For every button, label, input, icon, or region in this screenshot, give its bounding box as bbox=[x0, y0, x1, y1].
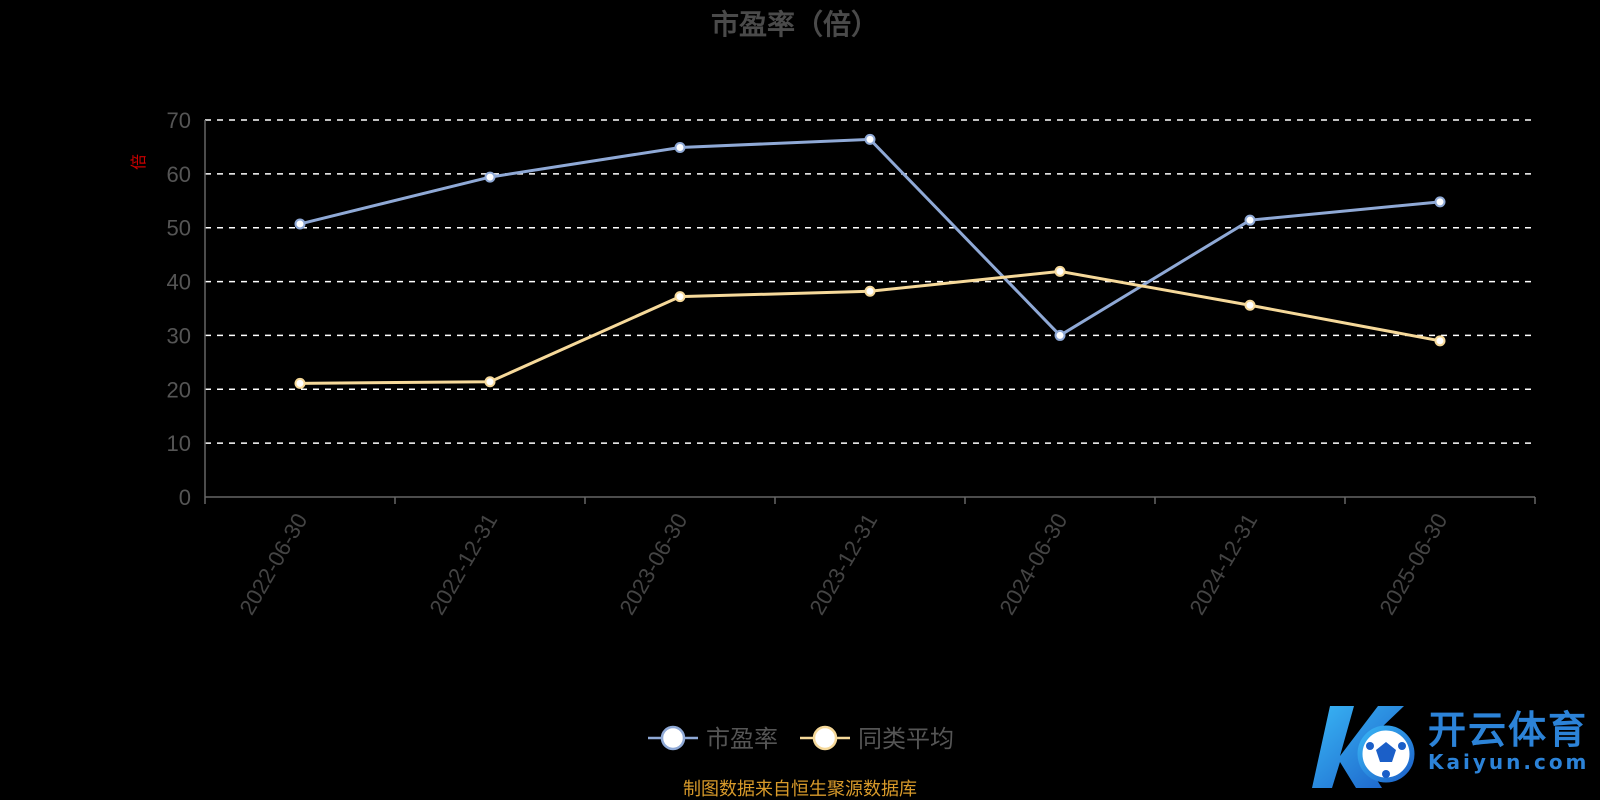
data-point[interactable] bbox=[484, 171, 496, 183]
x-tick-label: 2023-12-31 bbox=[804, 509, 882, 619]
watermark-cn: 开云体育 bbox=[1428, 708, 1589, 752]
y-tick-label: 40 bbox=[167, 270, 191, 295]
y-tick-label: 60 bbox=[167, 162, 191, 187]
legend-marker bbox=[660, 725, 686, 751]
x-tick-label: 2023-06-30 bbox=[614, 509, 692, 619]
y-tick-label: 20 bbox=[167, 377, 191, 402]
x-tick-label: 2022-06-30 bbox=[234, 509, 312, 619]
x-tick-label: 2022-12-31 bbox=[424, 509, 502, 619]
data-point[interactable] bbox=[674, 291, 686, 303]
y-axis-unit: 倍 bbox=[130, 154, 148, 170]
data-point[interactable] bbox=[1054, 265, 1066, 277]
data-point[interactable] bbox=[1434, 196, 1446, 208]
data-point[interactable] bbox=[294, 377, 306, 389]
data-point[interactable] bbox=[864, 133, 876, 145]
series-lines bbox=[294, 133, 1446, 389]
data-point[interactable] bbox=[1434, 335, 1446, 347]
x-tick-label: 2024-12-31 bbox=[1184, 509, 1262, 619]
chart-title: 市盈率（倍） bbox=[711, 8, 879, 40]
y-tick-label: 50 bbox=[167, 216, 191, 241]
legend-label: 同类平均 bbox=[858, 726, 954, 753]
data-point[interactable] bbox=[1244, 299, 1256, 311]
data-point[interactable] bbox=[674, 141, 686, 153]
x-tick-label: 2024-06-30 bbox=[994, 509, 1072, 619]
y-tick-label: 0 bbox=[179, 485, 191, 510]
legend-item[interactable]: 市盈率 bbox=[648, 725, 778, 753]
legend[interactable]: 市盈率 同类平均 bbox=[648, 725, 954, 753]
data-point[interactable] bbox=[294, 218, 306, 230]
axes: 0 10 20 30 40 50 60 70 2022-06-30 2022-12-31 2023-… bbox=[167, 108, 1536, 619]
kaiyun-logo-icon bbox=[1312, 706, 1415, 788]
y-tick-label: 30 bbox=[167, 323, 191, 348]
watermark: 开云体育 Kaiyun.com bbox=[1428, 710, 1589, 774]
y-tick-label: 10 bbox=[167, 431, 191, 456]
watermark-en: Kaiyun.com bbox=[1428, 750, 1590, 774]
series-line bbox=[299, 137, 1441, 338]
grid-lines bbox=[205, 119, 1535, 444]
y-tick-label: 70 bbox=[167, 108, 191, 133]
legend-item[interactable]: 同类平均 bbox=[800, 725, 954, 753]
data-source-note: 制图数据来自恒生聚源数据库 bbox=[683, 779, 917, 799]
data-point[interactable] bbox=[864, 285, 876, 297]
legend-label: 市盈率 bbox=[706, 726, 778, 753]
data-point[interactable] bbox=[1054, 329, 1066, 341]
legend-marker bbox=[812, 725, 838, 751]
x-tick-label: 2025-06-30 bbox=[1374, 509, 1452, 619]
data-point[interactable] bbox=[1244, 214, 1256, 226]
data-point[interactable] bbox=[484, 376, 496, 388]
